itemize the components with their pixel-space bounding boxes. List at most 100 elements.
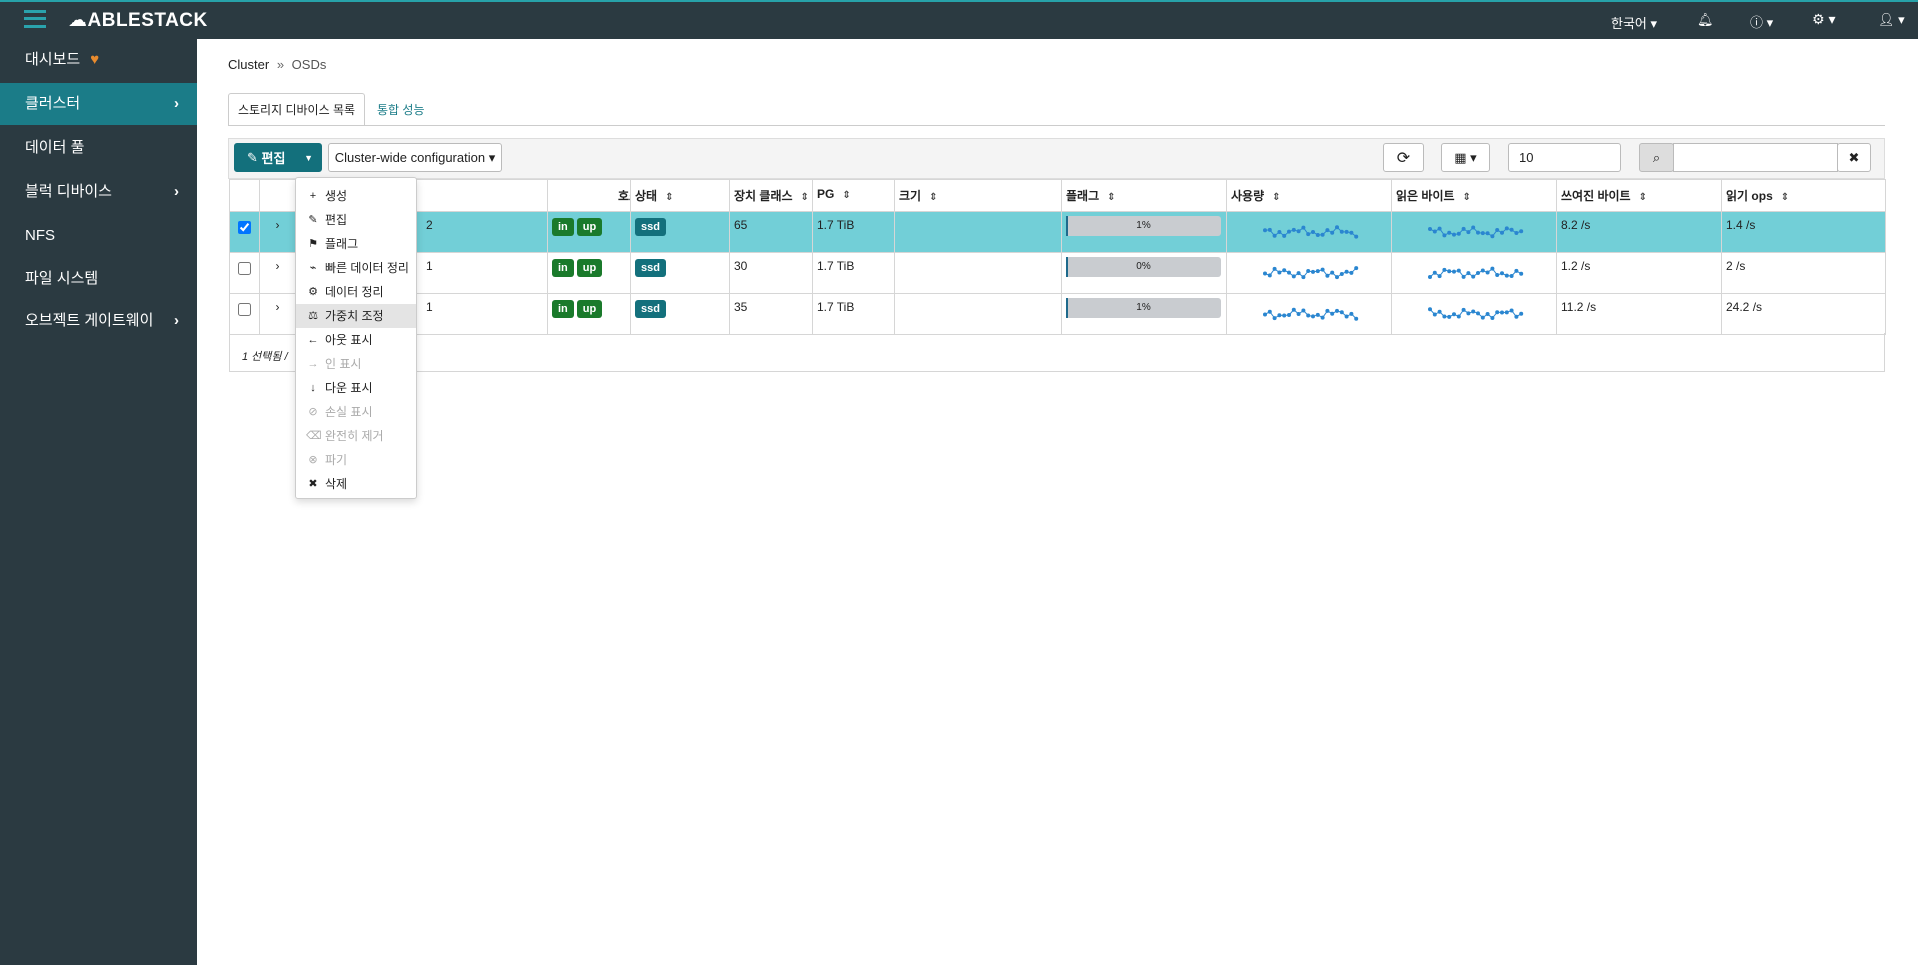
row-checkbox[interactable] [238,303,251,316]
read-bytes-cell [1226,293,1392,335]
sidebar-item[interactable]: 클러스터 › [0,83,197,125]
write-bytes-cell [1391,252,1557,294]
sparkline-dot [1287,229,1291,234]
sparkline-dot [1330,230,1335,235]
header-label: 사용량 [1231,189,1265,203]
row-checkbox[interactable] [238,262,251,275]
sparkline-dot [1344,229,1349,234]
settings[interactable]: ⚙ ▾ [1812,11,1836,27]
sparkline-dot [1509,308,1514,313]
menu-toggle[interactable] [24,10,46,28]
header-cell[interactable]: 호스트⇕ [547,179,631,212]
sparkline-dot [1349,230,1354,235]
user[interactable]: 👤︎ ▾ [1878,12,1905,27]
language-label: 한국어 [1611,16,1647,31]
menu-item[interactable]: ⌁ 빠른 데이터 정리 [296,256,416,280]
sparkline-dot [1306,232,1311,237]
sparkline-dot [1447,269,1452,274]
sparkline-dot [1432,270,1437,275]
header-cell[interactable]: 읽은 바이트 ⇕ [1391,179,1557,212]
sparkline-dot [1500,230,1504,235]
sort-icon: ⇕ [1780,192,1790,203]
sparkline-dot [1504,226,1509,231]
help[interactable]: ⓘ ▾ [1750,15,1774,30]
sidebar-item[interactable]: 오브젝트 게이트웨이 › [0,300,197,342]
status-badge: up [576,300,603,318]
sidebar-item[interactable]: 파일 시스템 [0,258,197,300]
header-cell[interactable]: 장치 클래스 ⇕ [729,179,813,212]
sidebar-item[interactable]: 대시보드 ♥ [0,39,197,81]
read-ops-cell: 11.2 /s [1556,293,1722,335]
sidebar-label: 파일 시스템 [25,270,99,287]
class-badge: ssd [635,259,666,277]
caret: ▼ [304,152,313,163]
header-cell[interactable]: 읽기 ops ⇕ [1721,179,1886,212]
menu-item[interactable]: ⚖ 가중치 조정 [296,304,416,328]
menu-item[interactable]: ✎ 편집 [296,208,416,232]
sparkline-dot [1315,312,1320,317]
table-row[interactable]: › 2 in up ssd 65 1.7 TiB 1% 8.2 /s 1.4 /s [229,211,1886,253]
sidebar-label: NFS [25,227,55,244]
class-badge: ssd [635,218,666,236]
sidebar-item[interactable]: NFS [0,215,197,257]
sparkline-dot [1495,310,1500,315]
config-label: Cluster-wide configuration [334,150,486,165]
sparkline-dot [1514,268,1519,273]
header-cell[interactable]: 플래그 ⇕ [1061,179,1227,212]
sparkline-dot [1330,270,1335,275]
notifications[interactable]: 🔔︎ [1697,12,1714,27]
breadcrumb-item: OSDs [291,57,327,72]
sparkline-dot [1485,270,1490,275]
status-cell: in up [547,252,631,294]
menu-label: 편집 [325,213,348,227]
refresh-button[interactable]: ⟳ [1383,143,1424,172]
header-label: 읽은 바이트 [1396,189,1455,203]
sparkline-dot [1325,273,1330,278]
brand[interactable]: ☁ABLESTACK [68,9,208,32]
tab[interactable]: 통합 성능 [377,103,425,117]
menu-item[interactable]: ← 아웃 표시 [296,328,416,352]
sparkline-dot [1320,232,1325,237]
menu-item[interactable]: ✖ 삭제 [296,472,416,496]
sparkline-dot [1432,312,1437,317]
sidebar-label: 데이터 풀 [25,139,85,156]
menu-item[interactable]: ↓ 다운 표시 [296,376,416,400]
search-input[interactable] [1673,143,1838,172]
usage-cell: 1% [1061,293,1227,335]
sparkline-dot [1490,266,1495,271]
header-cell[interactable]: PG ⇕ [812,179,895,212]
sidebar-item[interactable]: 데이터 풀 [0,127,197,169]
expand-cell[interactable]: › [259,211,296,253]
edit-button[interactable]: ✎ 편집 ▼ [234,143,322,172]
header-row: 호스트⇕상태⇕장치 클래스⇕PG⇕크기⇕플래그⇕사용량⇕읽은 바이트⇕쓰여진 바… [229,179,1886,212]
menu-item[interactable]: ⚑ 플래그 [296,232,416,256]
table-row[interactable]: › 1 in up ssd 30 1.7 TiB 0% 1.2 /s 2 /s [229,252,1886,294]
menu-item[interactable]: + 생성 [296,184,416,208]
header-cell[interactable]: 쓰여진 바이트 ⇕ [1556,179,1722,212]
expand-cell[interactable]: › [259,252,296,294]
clear-search[interactable]: ✖ [1837,143,1871,172]
breadcrumb-item[interactable]: Cluster [228,57,270,72]
breadcrumb: Cluster » OSDs [228,57,326,72]
sparkline-dot [1442,233,1447,238]
header-cell[interactable]: 상태 ⇕ [630,179,730,212]
chevron: › [174,183,179,200]
sparkline-dot [1296,312,1301,317]
sidebar-item[interactable]: 블럭 디바이스 › [0,171,197,213]
sparkline-dot [1480,231,1485,236]
header-cell[interactable]: 사용량 ⇕ [1226,179,1392,212]
columns-button[interactable]: ▦ ▾ [1441,143,1490,172]
table-row[interactable]: › 1 in up ssd 35 1.7 TiB 1% 11.2 /s 24.2 /s [229,293,1886,335]
row-checkbox[interactable] [238,221,251,234]
sparkline [1428,307,1524,321]
sparkline-dot [1263,271,1267,276]
header-cell[interactable]: 크기 ⇕ [894,179,1062,212]
expand-cell[interactable]: › [259,293,296,335]
usage-cell: 0% [1061,252,1227,294]
sparkline-dot [1437,309,1442,314]
page-size-input[interactable]: 10 [1508,143,1621,172]
config-dropdown[interactable]: Cluster-wide configuration ▾ [328,143,502,172]
language[interactable]: 한국어 ▾ [1611,16,1658,31]
tab[interactable]: 스토리지 디바이스 목록 [228,93,365,126]
menu-item[interactable]: ⚙ 데이터 정리 [296,280,416,304]
